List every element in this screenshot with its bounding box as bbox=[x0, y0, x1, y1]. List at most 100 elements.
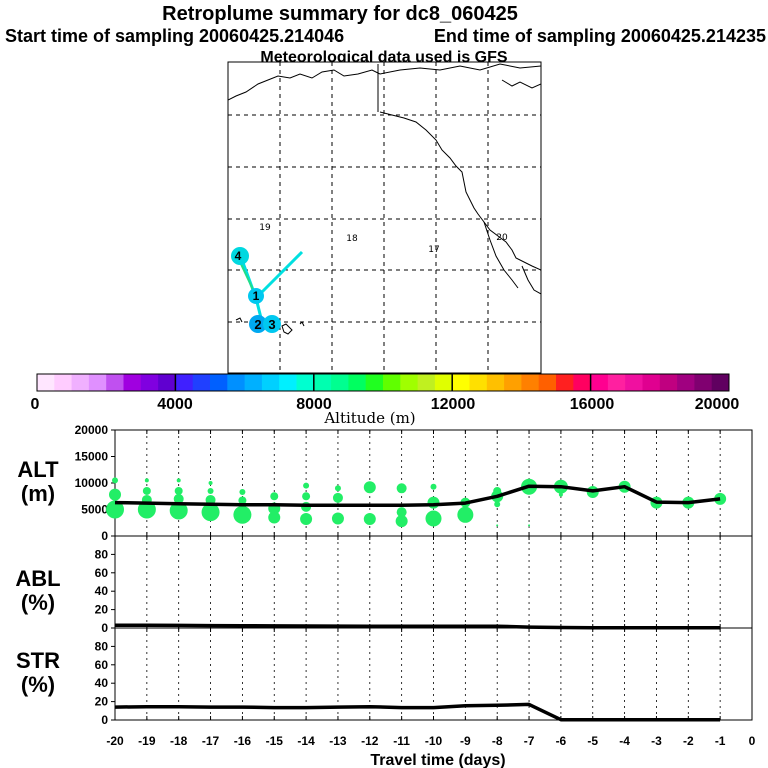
altitude-colorbar bbox=[36, 373, 730, 392]
region-label-19: 19 bbox=[259, 223, 271, 233]
colorbar-swatch bbox=[54, 374, 73, 391]
alt-dot bbox=[142, 486, 151, 495]
colorbar-swatch bbox=[261, 374, 280, 391]
alt-dot bbox=[427, 496, 440, 509]
y-tick-label: 20000 bbox=[75, 423, 109, 437]
colorbar-label: Altitude (m) bbox=[323, 409, 415, 427]
colorbar-swatch bbox=[694, 374, 713, 391]
day-label-1: 1 bbox=[253, 289, 260, 303]
str-series-line bbox=[114, 702, 721, 722]
x-tick-label: -3 bbox=[651, 734, 662, 748]
x-tick-label: 0 bbox=[749, 734, 756, 748]
alt-dot bbox=[173, 493, 184, 504]
colorbar-tick-8000: 8000 bbox=[296, 396, 332, 413]
alt-dot bbox=[334, 485, 341, 492]
alt-panel-unit: (m) bbox=[21, 481, 55, 506]
x-tick-label: -4 bbox=[619, 734, 630, 748]
alt-dot bbox=[430, 483, 437, 490]
alt-dot bbox=[302, 492, 311, 501]
x-tick-label: -16 bbox=[234, 734, 252, 748]
day-label-4: 4 bbox=[235, 249, 242, 263]
alt-dot bbox=[174, 486, 183, 495]
colorbar-swatch bbox=[244, 374, 263, 391]
x-axis-ticks: -20 -19 -18 -17 -16 -15 -14 -13 -12 -11 -10 -9 -8 -7-… bbox=[106, 734, 755, 748]
colorbar-swatch bbox=[227, 374, 246, 391]
abl-series-line bbox=[115, 623, 721, 630]
x-tick-label: -6 bbox=[556, 734, 567, 748]
colorbar-tick-16000: 16000 bbox=[570, 396, 615, 413]
colorbar-swatch bbox=[417, 374, 436, 391]
x-tick-label: -13 bbox=[329, 734, 347, 748]
region-label-18: 18 bbox=[346, 234, 358, 244]
y-tick-label: 0 bbox=[101, 529, 108, 543]
colorbar-swatch bbox=[452, 374, 470, 391]
colorbar-swatch bbox=[210, 374, 228, 391]
x-tick-label: -11 bbox=[393, 734, 410, 748]
x-tick-label: -17 bbox=[202, 734, 220, 748]
panel-alt: 0 5000 10000 15000 20000 bbox=[75, 423, 753, 543]
colorbar-swatch bbox=[279, 374, 297, 391]
colorbar-swatch bbox=[573, 374, 592, 391]
colorbar-swatch bbox=[348, 374, 367, 391]
colorbar-swatch bbox=[521, 374, 540, 391]
colorbar-swatch bbox=[140, 374, 159, 391]
coastline bbox=[228, 63, 541, 335]
alt-series-line bbox=[114, 484, 721, 508]
day-marker-3 bbox=[263, 315, 281, 333]
day-markers: 1 2 3 4 bbox=[231, 247, 281, 333]
region-label-17: 17 bbox=[428, 245, 439, 255]
day-marker-2 bbox=[249, 315, 267, 333]
colorbar-tick-4000: 4000 bbox=[157, 396, 193, 413]
colorbar-tick-0: 0 bbox=[31, 396, 40, 413]
alt-dot bbox=[395, 515, 408, 528]
x-tick-label: -14 bbox=[297, 734, 315, 748]
colorbar-swatch bbox=[590, 374, 609, 391]
colorbar-swatch bbox=[538, 374, 557, 391]
colorbar-swatch bbox=[504, 374, 522, 391]
colorbar-swatch bbox=[365, 374, 384, 391]
day-marker-4 bbox=[231, 247, 249, 265]
time-series-panels: 0 5000 10000 15000 20000 0 20 40 60 80 0 20 40 60 80 -2… bbox=[75, 423, 756, 748]
alt-panel-label: ALT bbox=[17, 457, 59, 482]
abl-panel-unit: (%) bbox=[21, 590, 55, 615]
colorbar-swatch bbox=[469, 374, 488, 391]
y-tick-label: 80 bbox=[95, 639, 109, 653]
alt-dot bbox=[303, 482, 310, 489]
alt-dot bbox=[233, 505, 252, 524]
day-label-3: 3 bbox=[268, 317, 275, 332]
colorbar-swatch bbox=[659, 374, 678, 391]
alt-dot bbox=[425, 510, 442, 527]
colorbar-swatch bbox=[313, 374, 332, 391]
x-tick-label: -7 bbox=[524, 734, 535, 748]
x-tick-label: -18 bbox=[170, 734, 188, 748]
x-tick-label: -10 bbox=[425, 734, 443, 748]
alt-dot bbox=[208, 481, 213, 485]
colorbar-swatch bbox=[607, 374, 626, 391]
alt-dot bbox=[528, 524, 531, 527]
colorbar-swatch bbox=[71, 374, 90, 391]
colorbar-swatch bbox=[37, 374, 55, 391]
alt-dot bbox=[494, 501, 501, 508]
colorbar-swatch bbox=[296, 374, 315, 391]
alt-dot bbox=[558, 492, 563, 497]
alt-dot bbox=[238, 496, 247, 505]
alt-dot bbox=[396, 507, 407, 518]
alt-dot bbox=[268, 511, 281, 524]
end-time-label: End time of sampling 20060425.214235 bbox=[434, 26, 766, 46]
panel-abl: 0 20 40 60 80 bbox=[95, 535, 753, 635]
alt-dot bbox=[396, 483, 407, 494]
colorbar-swatch bbox=[88, 374, 107, 391]
x-tick-label: -8 bbox=[492, 734, 503, 748]
x-tick-label: -12 bbox=[361, 734, 379, 748]
alt-dot bbox=[109, 488, 121, 501]
region-label-20: 20 bbox=[496, 233, 508, 243]
y-tick-label: 40 bbox=[95, 584, 109, 598]
y-tick-label: 20 bbox=[95, 695, 109, 709]
alt-dot bbox=[363, 481, 376, 494]
colorbar-swatch bbox=[175, 374, 194, 391]
alt-dot bbox=[331, 512, 344, 525]
alt-dot bbox=[493, 486, 502, 495]
alt-dot bbox=[207, 487, 214, 494]
colorbar-swatch bbox=[158, 374, 176, 391]
